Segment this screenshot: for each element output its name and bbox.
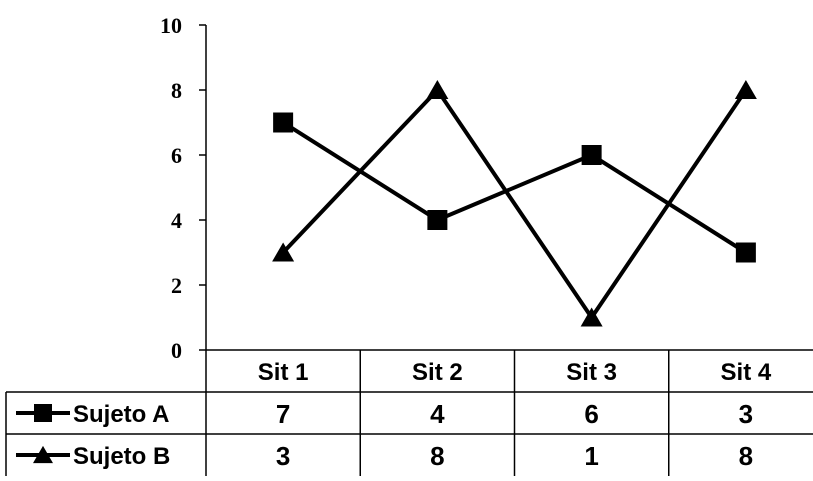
y-tick-label: 10 bbox=[160, 13, 182, 38]
category-label: Sit 4 bbox=[721, 359, 772, 386]
table-value-cell: 8 bbox=[739, 441, 753, 471]
table-value-cell: 8 bbox=[430, 441, 444, 471]
y-tick-label: 8 bbox=[171, 78, 182, 103]
y-tick-label: 6 bbox=[171, 143, 182, 168]
category-label: Sit 1 bbox=[258, 359, 309, 386]
series-line bbox=[281, 86, 748, 322]
y-tick-label: 4 bbox=[171, 208, 182, 233]
series-markers bbox=[272, 80, 757, 327]
data-table: Sit 1 Sit 2 Sit 3 Sit 4 Sujeto A 7 4 6 3 Sujeto B… bbox=[5, 349, 813, 476]
triangle-marker bbox=[426, 80, 449, 99]
triangle-marker bbox=[33, 445, 53, 464]
square-marker bbox=[735, 242, 756, 263]
triangle-marker bbox=[272, 242, 295, 262]
series-line bbox=[282, 120, 747, 255]
table-value-cell: 4 bbox=[430, 399, 445, 429]
triangle-marker bbox=[734, 80, 757, 99]
square-marker bbox=[581, 145, 602, 165]
category-label: Sit 3 bbox=[566, 359, 617, 386]
axes: 0 2 4 6 8 10 bbox=[160, 13, 207, 363]
series-lines bbox=[281, 86, 748, 322]
table-value-cell: 1 bbox=[584, 441, 598, 471]
category-label: Sit 2 bbox=[412, 359, 463, 386]
table-value-cell: 3 bbox=[276, 441, 290, 471]
y-tick-label: 2 bbox=[171, 273, 182, 298]
table-value-cell: 7 bbox=[276, 399, 290, 429]
square-marker bbox=[273, 112, 294, 133]
triangle-marker bbox=[580, 307, 603, 327]
square-marker bbox=[34, 404, 52, 422]
series-name-label: Sujeto B bbox=[73, 443, 170, 470]
y-tick-label: 0 bbox=[171, 338, 182, 363]
table-value-cell: 6 bbox=[584, 399, 598, 429]
square-marker bbox=[427, 210, 448, 230]
table-value-cell: 3 bbox=[739, 399, 753, 429]
series-name-label: Sujeto A bbox=[73, 401, 169, 428]
